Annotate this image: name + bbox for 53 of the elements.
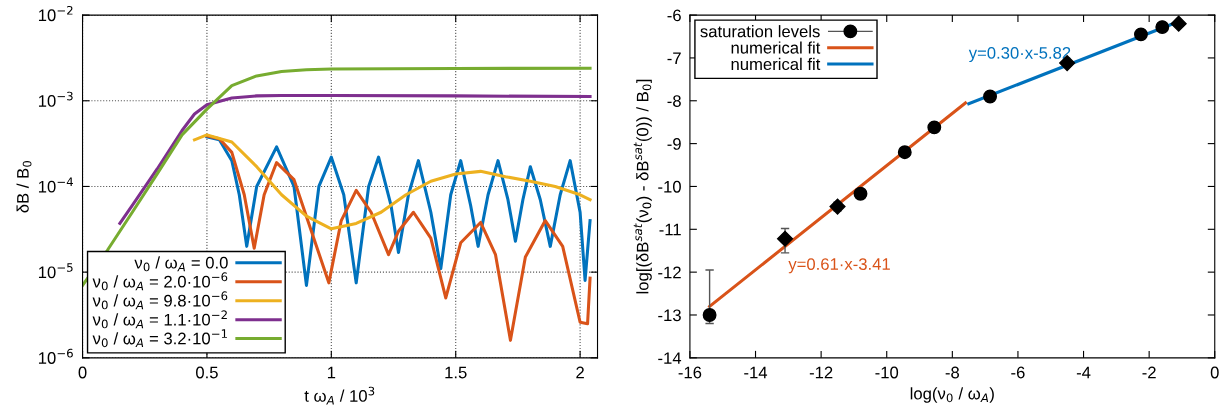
y-tick-label: -8 <box>667 95 681 107</box>
y-axis-title: δB / B$_{0}$ <box>16 161 32 213</box>
annotation: y=0.61·x-3.41 <box>788 258 890 274</box>
x-tick-label: 0.5 <box>196 366 218 379</box>
x-tick-label: -4 <box>1076 366 1091 379</box>
point <box>897 145 912 160</box>
x-tick-label: 1.5 <box>445 366 467 379</box>
legend-label: ν$_{0}$ / ω$_{A}$ = 9.8·10$^{−6}$ <box>92 291 228 310</box>
y-tick-label: 10$^{−6}$ <box>38 348 73 364</box>
x-tick-label: 2 <box>576 366 584 379</box>
y-tick-label: -9 <box>667 138 681 150</box>
y-tick-label: -6 <box>667 9 681 22</box>
legend-label: ν$_{0}$ / ω$_{A}$ = 0.0 <box>134 256 228 272</box>
x-tick-label: 1 <box>327 366 336 379</box>
point <box>1170 15 1187 32</box>
x-tick-label: -2 <box>1142 366 1156 379</box>
y-tick-label: -14 <box>658 352 682 364</box>
legend-label: ν$_{0}$ / ω$_{A}$ = 3.2·10$^{−1}$ <box>92 329 227 348</box>
x-tick-label: 0 <box>1210 366 1219 379</box>
y-tick-label: -13 <box>658 309 681 322</box>
x-tick-label: 0 <box>78 366 87 379</box>
line-series <box>192 133 592 231</box>
legend-label: ν$_{0}$ / ω$_{A}$ = 2.0·10$^{−6}$ <box>92 272 228 291</box>
x-tick-label: -14 <box>744 366 768 379</box>
x-tick-label: -8 <box>945 366 960 379</box>
y-tick-label: 10$^{−2}$ <box>38 5 73 22</box>
x-tick-label: -6 <box>1011 366 1025 379</box>
legend-label: saturation levels <box>700 25 820 38</box>
x-tick-label: -12 <box>809 366 833 379</box>
legend-label: numerical fit <box>731 41 821 54</box>
y-tick-label: -11 <box>659 223 681 236</box>
point <box>927 120 942 135</box>
y-tick-label: -12 <box>658 266 681 279</box>
legend-label: ν$_{0}$ / ω$_{A}$ = 1.1·10$^{−2}$ <box>92 310 227 329</box>
text: log[(δB$^{sat}$(ν$_{0}$) - δB$^{sat}$(0)) / B$_{0}$] <box>633 79 652 294</box>
line-series <box>118 94 592 225</box>
x-axis-title: t ω$_{A}$ / 10$^{3}$ <box>304 386 375 405</box>
y-tick-label: 10$^{−4}$ <box>38 177 73 193</box>
point <box>776 230 794 247</box>
x-tick-label: -16 <box>678 366 702 379</box>
annotation: y=0.30·x-5.82 <box>968 47 1071 63</box>
x-tick-label: -10 <box>875 366 899 379</box>
point <box>1134 27 1148 42</box>
x-axis-title: log(ν$_{0}$ / ω$_{A}$) <box>910 387 994 403</box>
y-tick-label: 10$^{−3}$ <box>38 91 73 107</box>
y-tick-label: 10$^{−5}$ <box>38 263 73 279</box>
point <box>1155 20 1170 35</box>
legend-label: numerical fit <box>731 57 821 71</box>
y-tick-label: -7 <box>667 52 681 64</box>
point <box>983 89 998 104</box>
point <box>702 308 717 322</box>
y-tick-label: -10 <box>658 180 681 193</box>
point <box>853 186 868 201</box>
